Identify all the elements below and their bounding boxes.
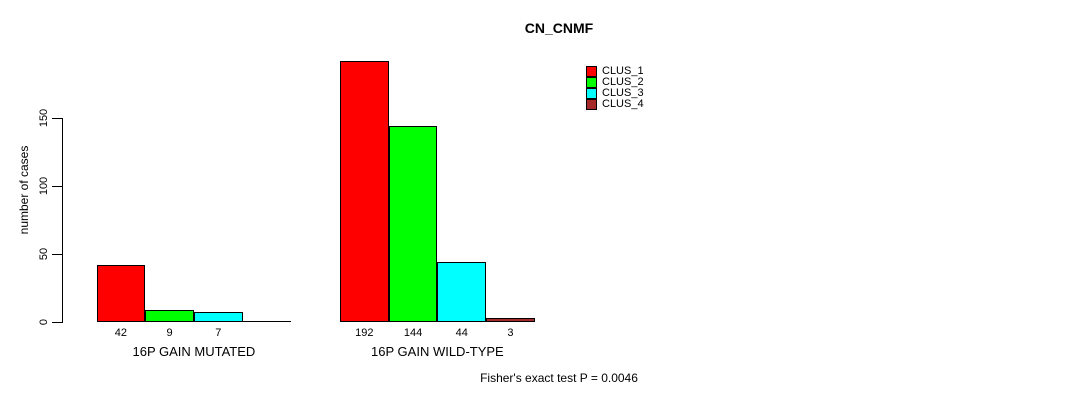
- bar: [96, 265, 146, 322]
- y-tick: [52, 118, 62, 120]
- bar-value-label: 144: [403, 327, 423, 339]
- bar: [145, 310, 194, 322]
- y-tick: [52, 254, 62, 256]
- fisher-test-note: Fisher's exact test P = 0.0046: [480, 371, 638, 385]
- y-tick-label: 0: [38, 318, 50, 326]
- chart-title: CN_CNMF: [524, 20, 594, 36]
- bar: [388, 126, 438, 322]
- y-tick-label: 50: [38, 247, 50, 261]
- legend-item: CLUS_4: [586, 99, 644, 110]
- y-axis-line: [62, 118, 63, 323]
- legend-swatch: [586, 66, 597, 77]
- y-tick: [52, 186, 62, 188]
- bar: [193, 312, 243, 322]
- legend-swatch: [586, 88, 597, 99]
- legend-label: CLUS_1: [602, 65, 644, 77]
- y-tick-label: 150: [38, 109, 50, 128]
- bar-value-label: 9: [166, 327, 173, 339]
- bar-value-label: 42: [114, 327, 127, 339]
- legend-swatch: [586, 77, 597, 88]
- y-axis-label: number of cases: [17, 145, 31, 235]
- legend-item: CLUS_2: [586, 77, 644, 88]
- legend-label: CLUS_3: [602, 87, 644, 99]
- legend-item: CLUS_3: [586, 88, 644, 99]
- bar-value-label: 192: [355, 327, 374, 339]
- category-label: 16P GAIN MUTATED: [132, 344, 256, 359]
- y-tick: [52, 322, 62, 323]
- legend-label: CLUS_2: [602, 76, 644, 88]
- bar: [486, 318, 535, 322]
- bar: [340, 61, 389, 322]
- legend: CLUS_1 CLUS_2 CLUS_3 CLUS_4: [586, 66, 644, 110]
- bar: [437, 262, 487, 322]
- bar-value-label: 44: [455, 327, 468, 339]
- legend-swatch: [586, 99, 597, 110]
- legend-label: CLUS_4: [602, 98, 644, 110]
- category-label: 16P GAIN WILD-TYPE: [371, 344, 504, 359]
- legend-item: CLUS_1: [586, 66, 644, 77]
- bar-value-label: 7: [215, 327, 222, 339]
- y-tick-label: 100: [38, 177, 50, 196]
- bar-value-label: 3: [507, 327, 514, 339]
